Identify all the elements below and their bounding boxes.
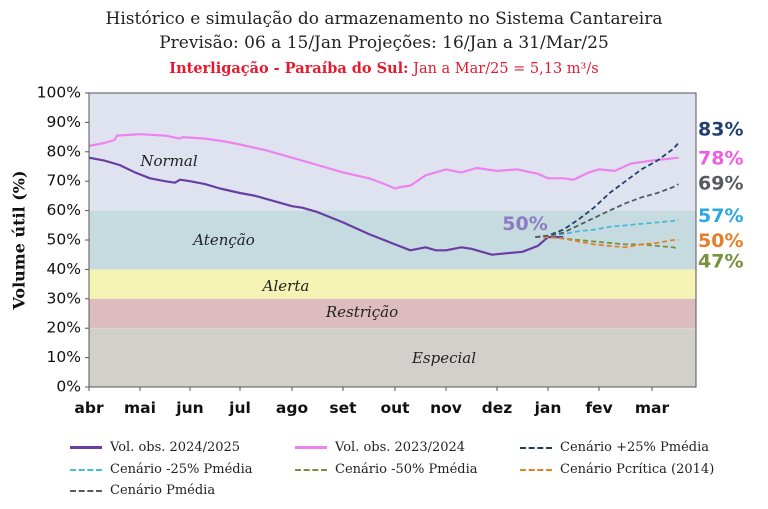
legend-label: Cenário Pcrítica (2014) <box>560 462 715 477</box>
zone-band-alerta <box>89 269 696 299</box>
x-tick-label: abr <box>74 399 104 417</box>
zone-label-especial: Especial <box>411 349 476 367</box>
series-line-cenario-50-pmedia <box>535 236 679 250</box>
legend-item-cenario-25-pmedia: Cenário -25% Pmédia <box>70 462 253 477</box>
x-tick-label: fev <box>585 399 612 417</box>
zone-label-alerta: Alerta <box>261 277 310 295</box>
end-label: 83% <box>698 118 743 140</box>
legend-swatch <box>295 446 327 449</box>
legend-item-cenario-50-pmedia: Cenário -50% Pmédia <box>295 462 478 477</box>
y-tick-label: 60% <box>47 201 81 219</box>
y-tick-label: 30% <box>47 289 81 307</box>
series-line-cenario-25-pmedia <box>535 218 679 238</box>
legend-item-vol-obs-2024-2025: Vol. obs. 2024/2025 <box>70 440 240 455</box>
legend-item-cenario-25-pmedia: Cenário +25% Pmédia <box>520 440 709 455</box>
zone-labels: Normal Atenção Alerta Restrição Especial <box>139 152 476 367</box>
series-line-vol-obs-2024-2025 <box>88 156 564 256</box>
chart-note-bold: Interligação - Paraíba do Sul: <box>169 60 409 77</box>
x-tick-label: jan <box>534 399 562 417</box>
legend-item-cenario-pmedia: Cenário Pmédia <box>70 483 215 498</box>
legend-label: Cenário -50% Pmédia <box>335 462 478 477</box>
x-tick-label: ago <box>276 399 308 417</box>
zone-band-especial <box>89 328 696 387</box>
x-tick-label: set <box>329 399 357 417</box>
end-label: 47% <box>698 251 743 273</box>
legend-label: Cenário Pmédia <box>110 483 216 498</box>
zone-label-normal: Normal <box>139 152 197 170</box>
y-axis: 0% 10% 20% 30% 40% 50% 60% 70% 80% 90% 100% <box>37 84 89 396</box>
chart-note-rest: Jan a Mar/25 = 5,13 m³/s <box>413 61 599 77</box>
legend-label: Vol. obs. 2023/2024 <box>335 440 466 455</box>
zone-label-atencao: Atenção <box>191 231 255 249</box>
chart-note: Interligação - Paraíba do Sul: Jan a Mar… <box>0 60 768 77</box>
x-tick-label: mar <box>635 399 670 417</box>
annotation-label: 50% <box>502 213 547 235</box>
y-axis-label: Volume útil (%) <box>10 170 29 310</box>
legend-swatch <box>70 468 102 471</box>
x-tick-label: nov <box>430 399 462 417</box>
x-tick-label: jul <box>228 399 251 417</box>
y-tick-label: 0% <box>56 378 81 396</box>
chart-svg: Normal Atenção Alerta Restrição Especial 0% 1… <box>10 84 744 418</box>
y-tick-label: 100% <box>37 84 81 102</box>
legend-item-vol-obs-2023-2024: Vol. obs. 2023/2024 <box>295 440 465 455</box>
y-tick-label: 10% <box>47 348 81 366</box>
legend-swatch <box>520 446 552 449</box>
x-tick-label: out <box>380 399 410 417</box>
y-tick-label: 80% <box>47 142 81 160</box>
x-axis: abr mai jun jul ago set out nov dez jan fev mar <box>74 387 669 417</box>
y-tick-label: 40% <box>47 260 81 278</box>
y-tick-label: 90% <box>47 113 81 131</box>
y-axis-label-group: Volume útil (%) <box>10 170 29 310</box>
chart-subtitle: Previsão: 06 a 15/Jan Projeções: 16/Jan … <box>159 33 609 53</box>
end-label: 69% <box>698 173 743 195</box>
series-line-vol-obs-2023-2024 <box>88 133 679 190</box>
end-labels: 83% 78% 69% 57% 50%47% <box>698 118 743 272</box>
legend-swatch <box>70 489 102 492</box>
end-label: 57% <box>698 205 743 227</box>
y-tick-label: 50% <box>47 231 81 249</box>
legend-item-cenario-pcritica-2014: Cenário Pcrítica (2014) <box>520 462 714 477</box>
legend-swatch <box>295 468 327 471</box>
end-label: 78% <box>698 148 743 170</box>
legend-swatch <box>520 468 552 471</box>
series-lines <box>88 133 680 256</box>
series-line-cenario-25-pmedia <box>535 142 680 238</box>
x-tick-label: jun <box>175 399 203 417</box>
annotations: 50% <box>502 213 547 235</box>
end-label: 50% <box>698 230 743 252</box>
zone-band-atencao <box>89 210 696 270</box>
chart-title: Histórico e simulação do armazenamento n… <box>105 9 663 29</box>
x-tick-label: mai <box>124 399 156 417</box>
legend-label: Cenário -25% Pmédia <box>110 462 253 477</box>
zone-bands <box>89 93 696 387</box>
series-line-cenario-pmedia <box>535 183 679 238</box>
zone-band-restricao <box>89 298 696 329</box>
x-tick-label: dez <box>482 399 513 417</box>
legend-label: Vol. obs. 2024/2025 <box>110 440 241 455</box>
zone-band-normal <box>89 93 696 211</box>
legend-label: Cenário +25% Pmédia <box>560 440 710 455</box>
zone-label-restricao: Restrição <box>325 303 398 321</box>
series-line-cenario-pcritica-2014 <box>535 236 679 249</box>
y-tick-label: 70% <box>47 172 81 190</box>
y-tick-label: 20% <box>47 319 81 337</box>
legend-swatch <box>70 446 102 449</box>
